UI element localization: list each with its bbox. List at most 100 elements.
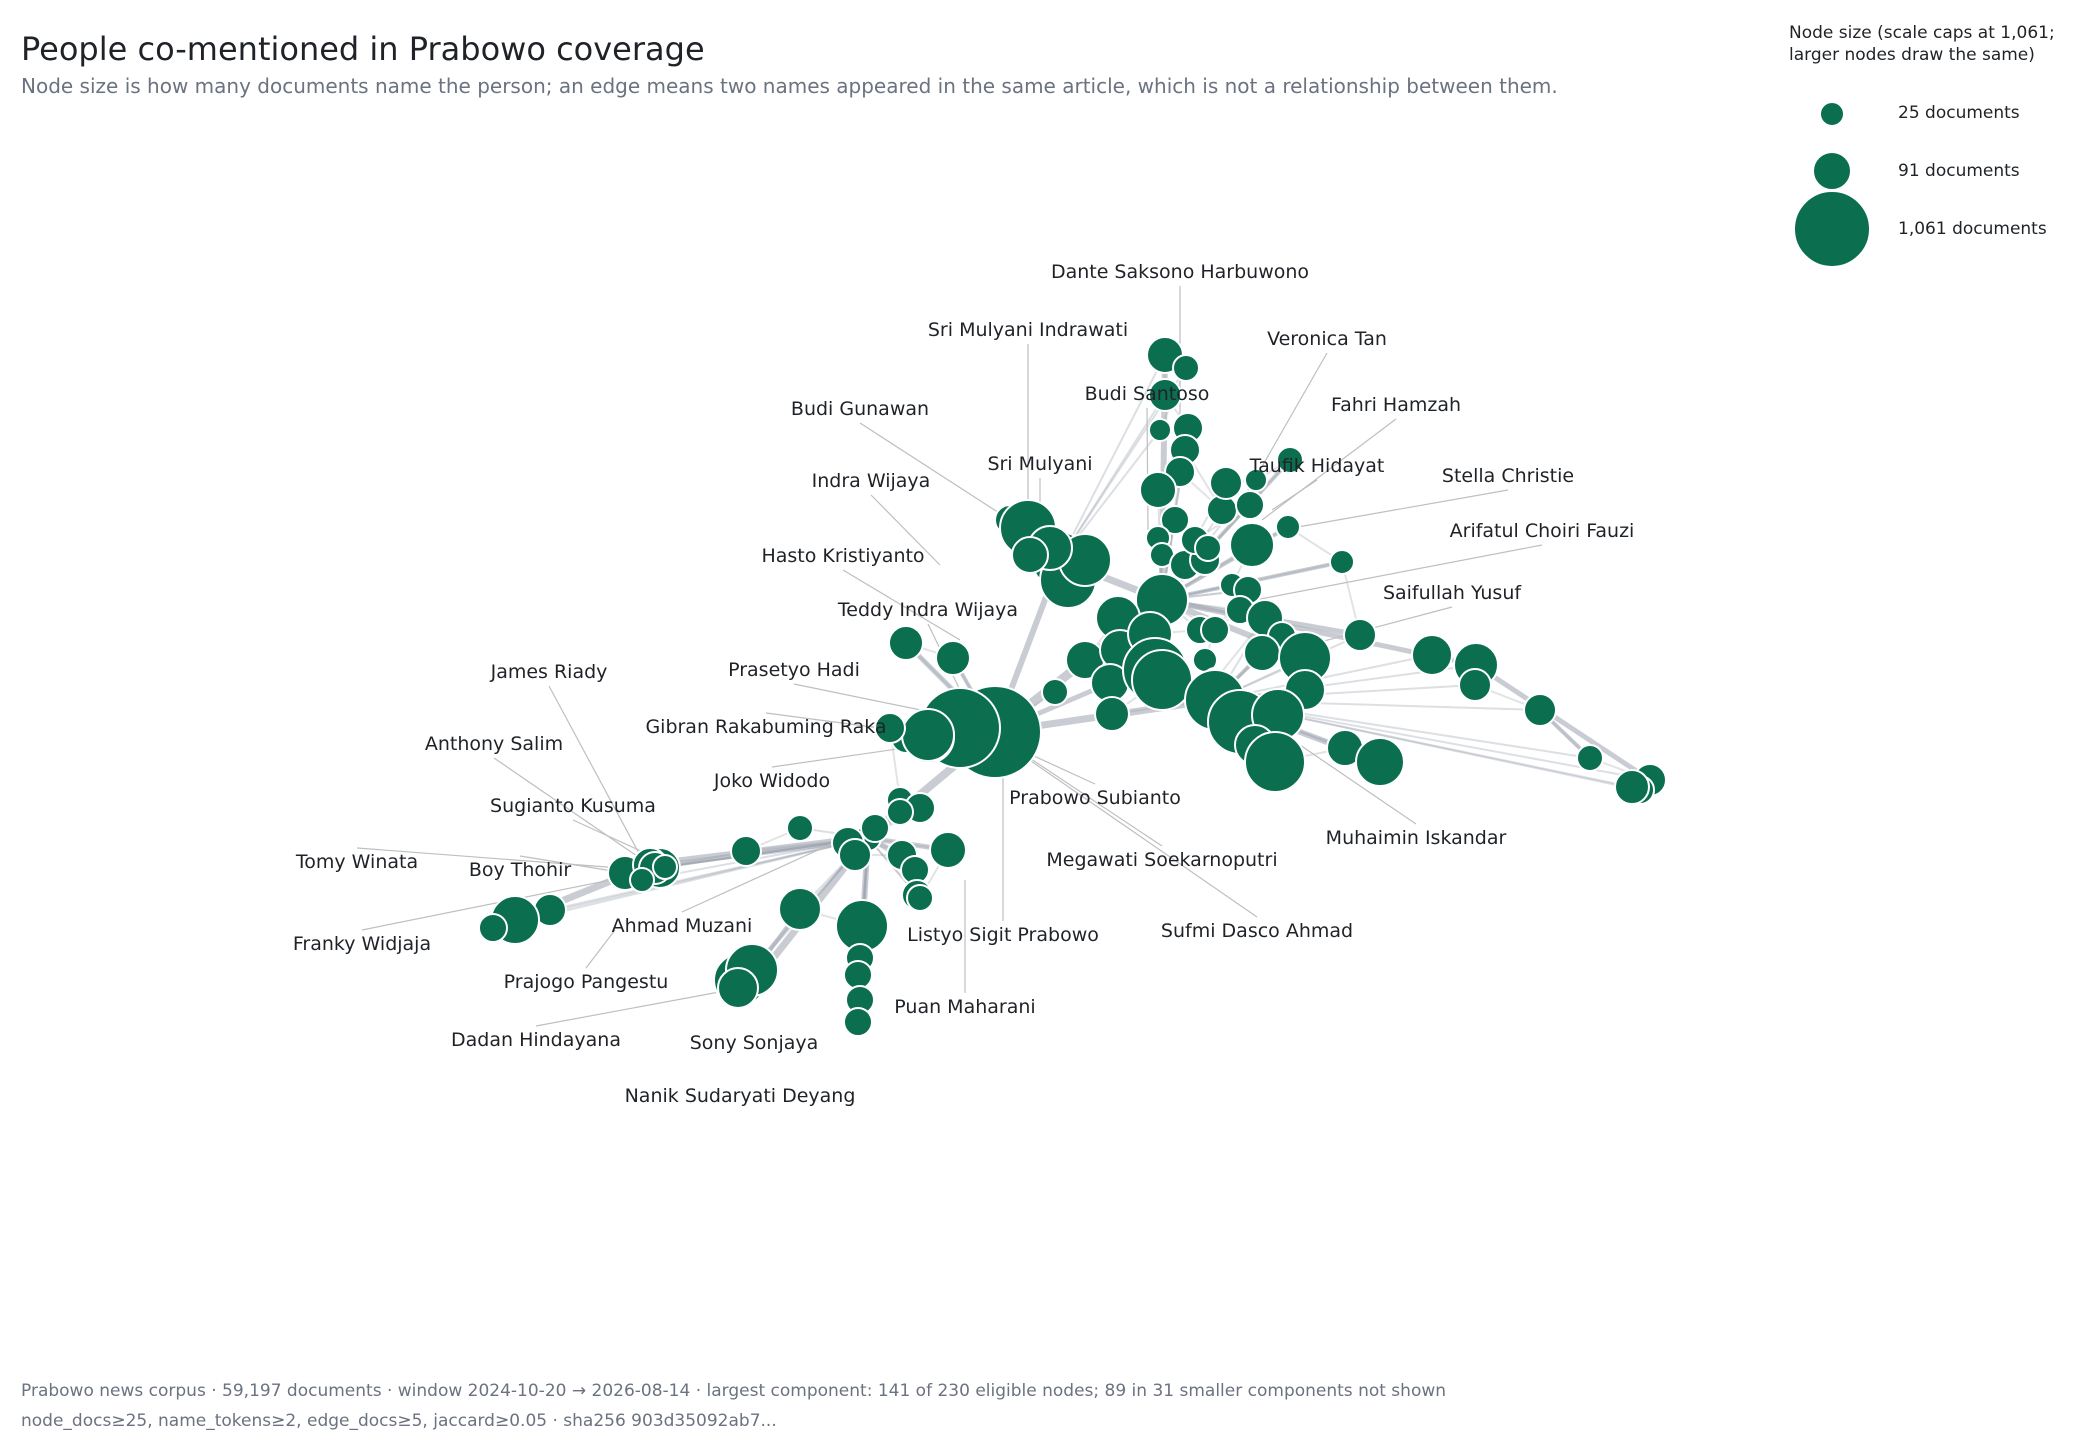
node-label: Sugianto Kusuma — [490, 795, 656, 817]
leader-line — [1254, 544, 1543, 601]
person-node — [1148, 418, 1172, 442]
leader-line — [1261, 418, 1397, 521]
leader-line — [1299, 744, 1417, 825]
legend-size-marker — [1819, 101, 1845, 127]
leader-line — [1146, 407, 1149, 531]
node-label: Tomy Winata — [295, 851, 418, 873]
label-layer: Dante Saksono Harbuwono Sri Mulyani Indra… — [293, 261, 1634, 1107]
legend-label-small: 25 documents — [1898, 103, 2020, 123]
node-label: Prajogo Pangestu — [504, 971, 669, 993]
node-label: Budi Santoso — [1085, 383, 1210, 405]
person-node — [1275, 514, 1301, 540]
edge — [514, 837, 869, 921]
person-node — [1094, 696, 1130, 732]
person-node — [778, 887, 822, 931]
node-label: Joko Widodo — [713, 770, 830, 792]
node-label: Veronica Tan — [1267, 328, 1387, 350]
person-node — [717, 967, 759, 1009]
person-node — [1011, 536, 1049, 574]
node-label: Puan Maharani — [894, 996, 1035, 1018]
node-label: Dadan Hindayana — [451, 1029, 621, 1051]
node-label: Megawati Soekarnoputri — [1046, 849, 1277, 871]
person-node — [1172, 354, 1200, 382]
person-node — [1235, 490, 1265, 520]
person-node — [1355, 737, 1405, 787]
leader-line — [493, 757, 651, 866]
node-label: Stella Christie — [1442, 465, 1574, 487]
person-node — [886, 798, 914, 826]
node-label: James Riady — [490, 661, 608, 683]
legend-label-medium: 91 documents — [1898, 161, 2020, 181]
node-label: Prasetyo Hadi — [728, 659, 860, 681]
node-label: Arifatul Choiri Fauzi — [1450, 520, 1635, 542]
legend-size-marker — [1793, 190, 1871, 268]
person-node — [843, 1007, 873, 1037]
node-label: Sri Mulyani Indrawati — [928, 319, 1128, 341]
node-layer — [478, 336, 1667, 1037]
person-node — [1458, 668, 1492, 702]
leader-line — [1271, 479, 1318, 511]
person-node — [1229, 522, 1275, 568]
person-node — [1276, 446, 1304, 474]
person-node — [1329, 549, 1355, 575]
person-node — [888, 625, 924, 661]
person-node — [652, 854, 678, 880]
edge — [1473, 662, 1653, 783]
node-label: Fahri Hamzah — [1331, 394, 1461, 416]
leader-line — [681, 839, 841, 913]
node-label: Budi Gunawan — [791, 398, 929, 420]
leader-line — [842, 569, 961, 641]
footer-line-1: Prabowo news corpus · 59,197 documents ·… — [21, 1381, 1447, 1401]
node-label: Saifullah Yusuf — [1383, 582, 1522, 604]
person-node — [478, 913, 508, 943]
person-node — [906, 884, 934, 912]
node-label: Nanik Sudaryati Deyang — [625, 1085, 856, 1107]
leader-line — [1009, 744, 1163, 847]
chart-subtitle: Node size is how many documents name the… — [21, 74, 1558, 98]
person-node — [860, 813, 890, 843]
leader-line — [535, 989, 731, 1027]
node-label: Dante Saksono Harbuwono — [1051, 261, 1309, 283]
node-label: Indra Wijaya — [812, 470, 931, 492]
node-label: Sony Sonjaya — [690, 1032, 819, 1054]
person-node — [1411, 634, 1453, 676]
node-label: Teddy Indra Wijaya — [837, 599, 1018, 621]
person-node — [843, 960, 873, 990]
person-node — [1523, 693, 1557, 727]
leader-line — [859, 422, 1011, 521]
leader-line — [765, 712, 881, 729]
node-label: Gibran Rakabuming Raka — [645, 716, 886, 738]
person-node — [629, 867, 655, 893]
chart-title: People co-mentioned in Prabowo coverage — [21, 30, 705, 68]
node-label: Sri Mulyani — [987, 453, 1092, 475]
node-label: Prabowo Subianto — [1009, 787, 1181, 809]
leader-line — [585, 929, 616, 969]
person-node — [1209, 466, 1243, 500]
person-node — [1041, 678, 1069, 706]
node-label: Ahmad Muzani — [612, 915, 753, 937]
person-node — [874, 712, 906, 744]
node-label: Hasto Kristiyanto — [761, 545, 924, 567]
person-node — [901, 708, 955, 762]
person-node — [1160, 505, 1190, 535]
person-node — [1200, 615, 1230, 645]
node-label: Muhaimin Iskandar — [1326, 827, 1507, 849]
person-node — [1131, 649, 1193, 711]
node-label: Boy Thohir — [469, 859, 572, 881]
node-label: Sufmi Dasco Ahmad — [1161, 920, 1353, 942]
leader-line — [548, 685, 649, 871]
node-label: Taufik Hidayat — [1249, 455, 1385, 477]
edge — [549, 837, 869, 911]
legend-label-large: 1,061 documents — [1898, 219, 2047, 239]
node-label: Listyo Sigit Prabowo — [907, 924, 1099, 946]
person-node — [1139, 471, 1177, 509]
person-node — [1576, 744, 1604, 772]
edge — [1059, 354, 1166, 561]
legend-markers — [1793, 101, 1871, 268]
node-label: Anthony Salim — [425, 733, 563, 755]
person-node — [935, 640, 971, 676]
person-node — [1194, 534, 1222, 562]
leader-line — [1297, 489, 1509, 528]
leader-line — [870, 494, 941, 566]
person-node — [838, 838, 872, 872]
